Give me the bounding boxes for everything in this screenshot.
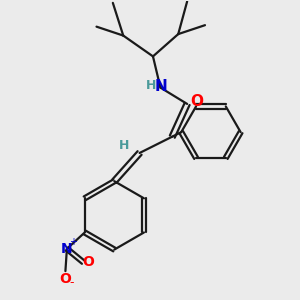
Text: O: O xyxy=(190,94,203,109)
Text: -: - xyxy=(70,276,74,289)
Text: O: O xyxy=(83,255,94,269)
Text: +: + xyxy=(69,237,77,247)
Text: N: N xyxy=(61,242,73,256)
Text: H: H xyxy=(146,79,156,92)
Text: N: N xyxy=(154,79,167,94)
Text: O: O xyxy=(59,272,71,286)
Text: H: H xyxy=(119,139,129,152)
